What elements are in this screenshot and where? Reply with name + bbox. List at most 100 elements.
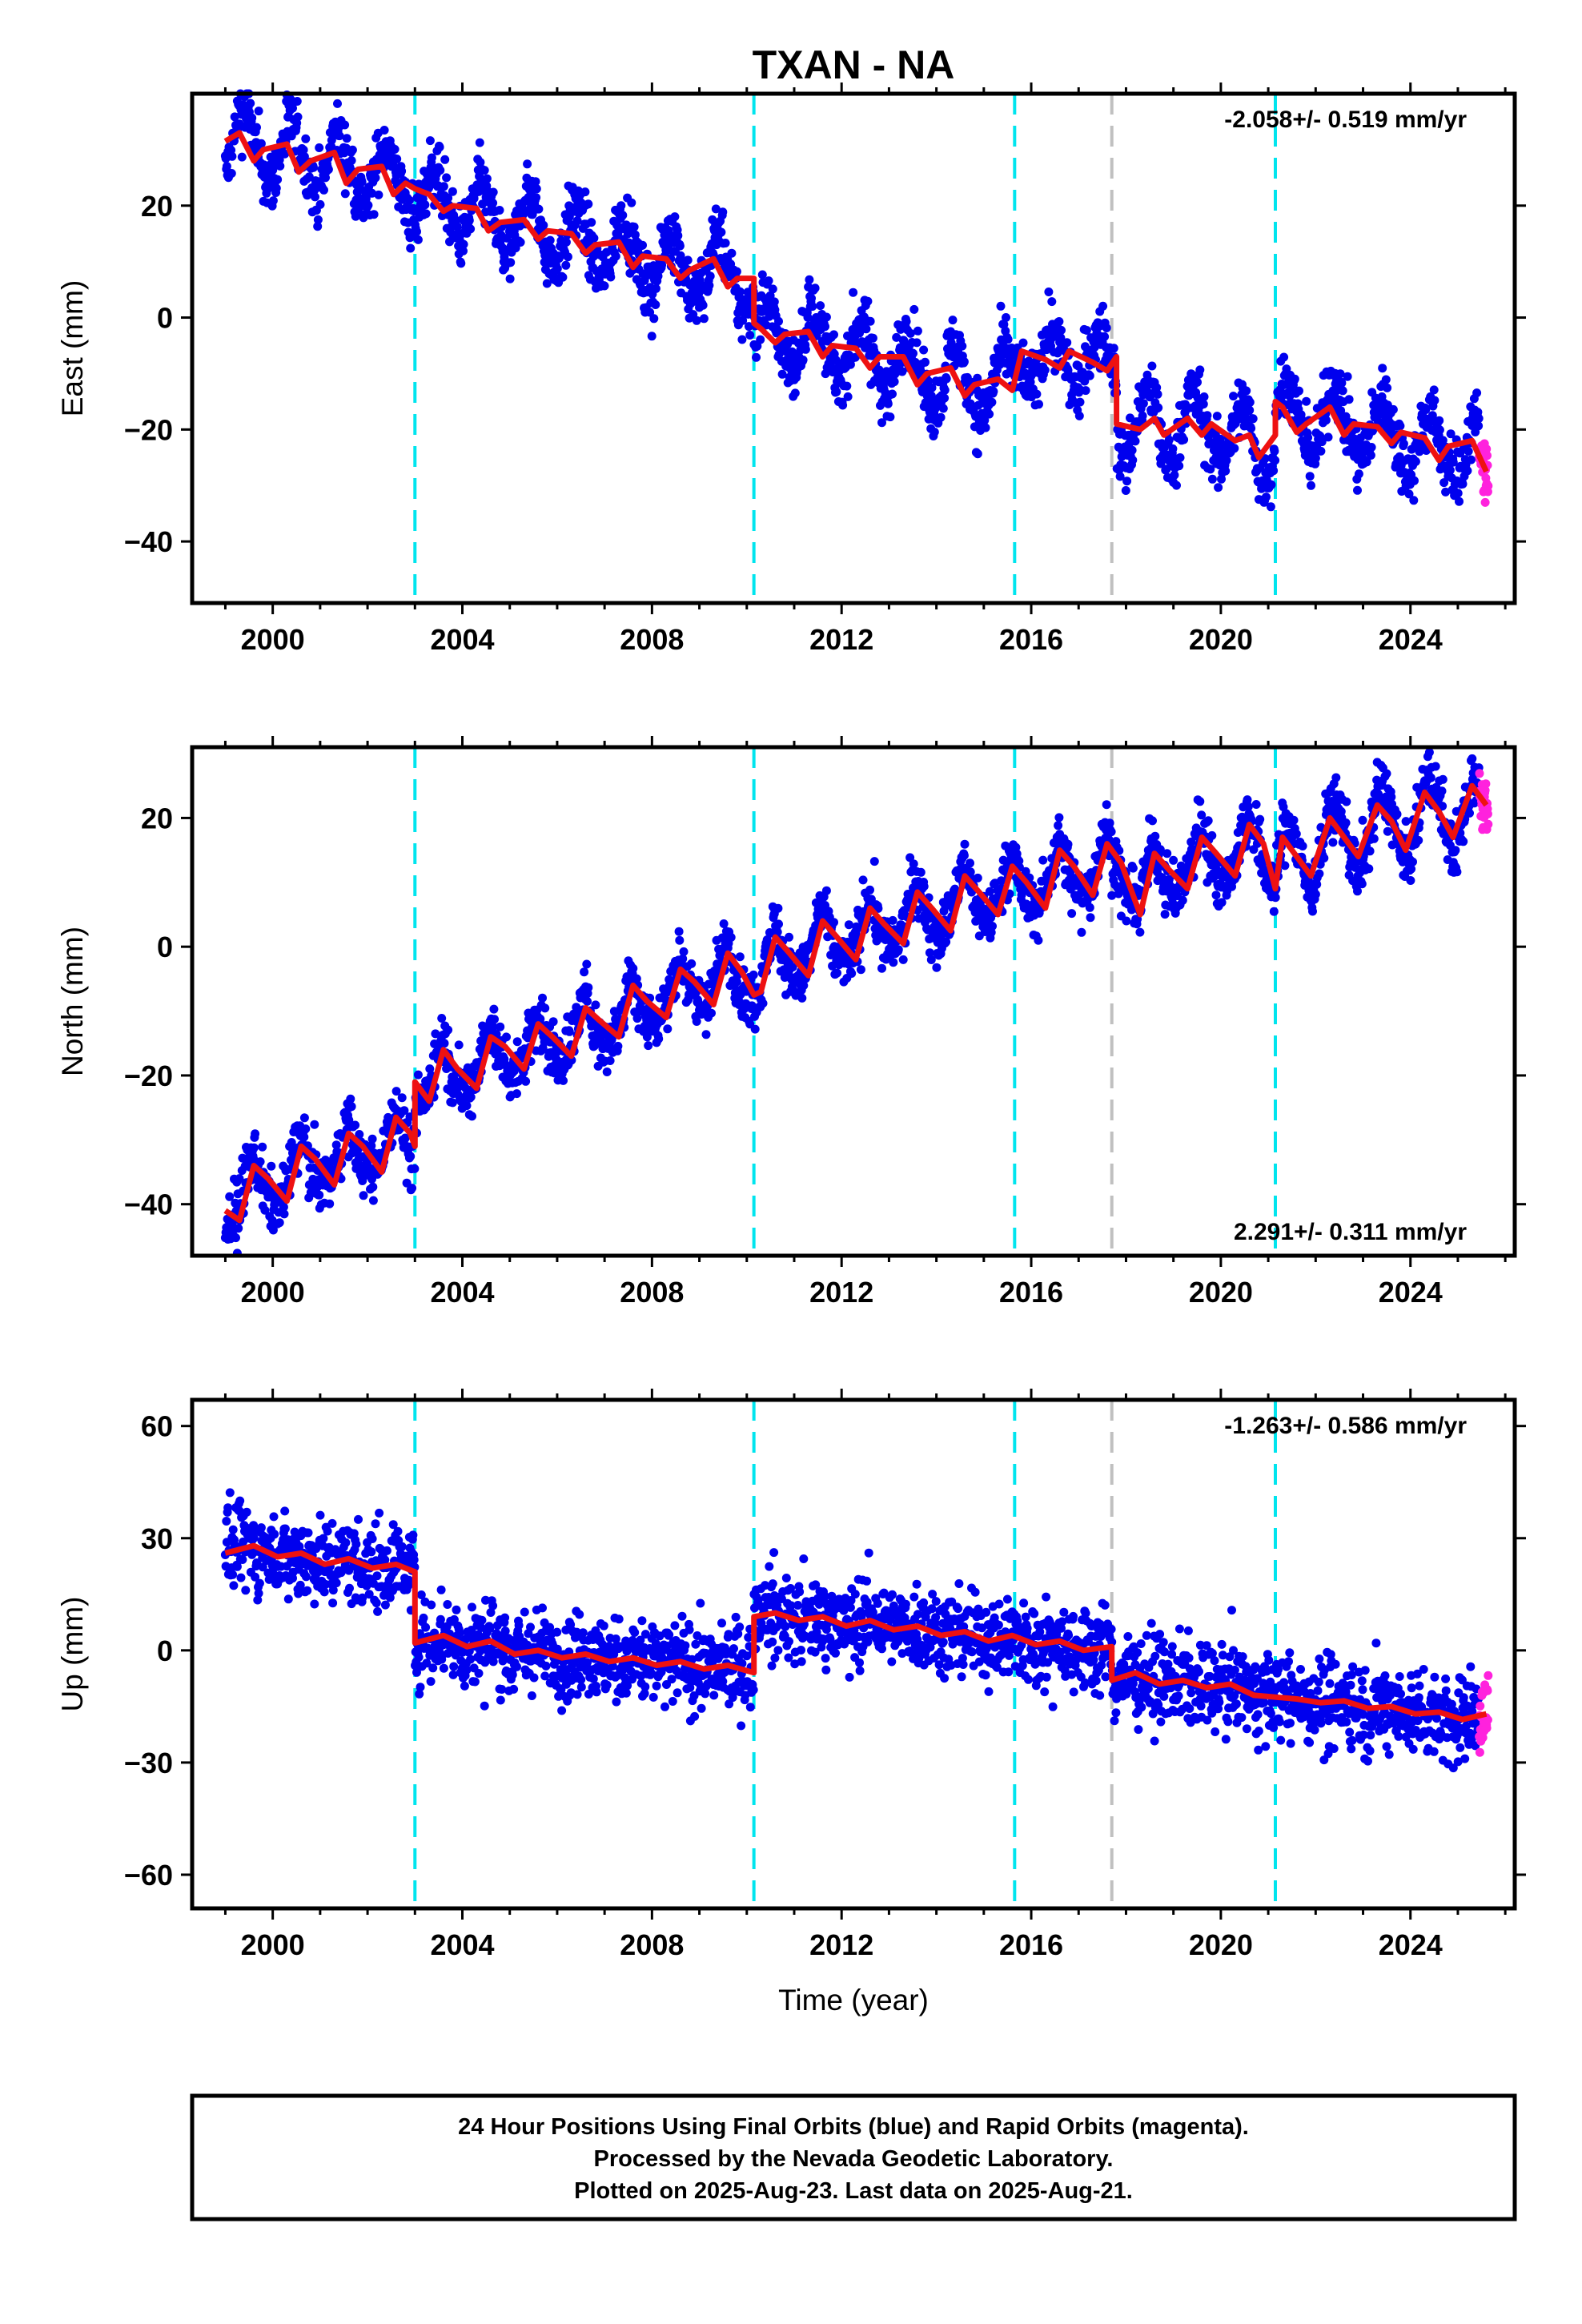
final-orbit-point — [1408, 857, 1417, 866]
final-orbit-point — [869, 857, 879, 866]
final-orbit-point — [849, 287, 858, 297]
final-orbit-point — [452, 222, 462, 231]
final-orbit-point — [909, 859, 918, 869]
final-orbit-point — [1430, 396, 1439, 405]
final-orbit-point — [442, 173, 452, 183]
final-orbit-point — [773, 903, 783, 913]
final-orbit-point — [435, 143, 444, 152]
final-orbit-point — [231, 1233, 240, 1243]
final-orbit-point — [279, 1209, 289, 1219]
final-orbit-point — [1057, 325, 1066, 335]
final-orbit-point — [679, 947, 689, 956]
final-orbit-point — [829, 918, 838, 927]
final-orbit-point — [589, 233, 599, 243]
final-orbit-point — [821, 312, 831, 322]
final-orbit-point — [315, 199, 325, 209]
final-orbit-point — [1399, 439, 1408, 448]
final-orbit-point — [1271, 456, 1280, 465]
final-orbit-point — [1401, 817, 1411, 826]
final-orbit-point — [299, 1113, 309, 1123]
final-orbit-point — [299, 1132, 309, 1142]
final-orbit-point — [1395, 421, 1405, 431]
final-orbit-point — [1178, 895, 1187, 905]
final-orbit-point — [832, 387, 841, 396]
final-orbit-point — [1388, 404, 1398, 414]
final-orbit-point — [1247, 424, 1256, 433]
final-orbit-point — [335, 131, 344, 141]
final-orbit-point — [1414, 835, 1423, 845]
final-orbit-point — [932, 963, 942, 972]
final-orbit-point — [1406, 876, 1415, 885]
final-orbit-point — [877, 963, 886, 973]
final-orbit-point — [868, 333, 877, 343]
final-orbit-point — [539, 220, 548, 230]
final-orbit-point — [1214, 483, 1223, 493]
final-orbit-point — [468, 1112, 476, 1121]
final-orbit-point — [1074, 411, 1084, 420]
final-orbit-point — [351, 1120, 360, 1130]
final-orbit-point — [580, 187, 590, 197]
final-orbit-point — [605, 1056, 615, 1065]
final-orbit-point — [1381, 375, 1391, 384]
final-orbit-point — [267, 1161, 276, 1171]
final-orbit-point — [1160, 910, 1170, 919]
final-orbit-point — [1038, 855, 1048, 865]
final-orbit-point — [1153, 389, 1162, 399]
final-orbit-point — [807, 294, 816, 303]
final-orbit-point — [798, 356, 808, 364]
final-orbit-point — [230, 112, 239, 122]
final-orbit-point — [392, 155, 402, 163]
final-orbit-point — [1378, 364, 1387, 373]
final-orbit-point — [315, 1190, 324, 1200]
final-orbit-point — [1382, 769, 1391, 778]
final-orbit-point — [268, 196, 278, 206]
final-orbit-point — [1075, 397, 1085, 407]
final-orbit-point — [1085, 371, 1094, 380]
final-orbit-point — [459, 239, 468, 249]
final-orbit-point — [1267, 480, 1276, 489]
final-orbit-point — [466, 224, 476, 234]
final-orbit-point — [959, 357, 969, 367]
final-orbit-point — [1445, 465, 1455, 475]
velocity-label: -2.058+/- 0.519 mm/yr — [1224, 107, 1467, 133]
final-orbit-point — [1172, 480, 1181, 490]
final-orbit-point — [583, 996, 592, 1006]
final-orbit-point — [436, 166, 445, 175]
final-orbit-point — [1437, 786, 1447, 796]
final-orbit-point — [858, 875, 868, 885]
rapid-orbit-point — [1480, 497, 1490, 507]
final-orbit-point — [1321, 416, 1331, 425]
final-orbit-point — [1034, 400, 1043, 409]
final-orbit-point — [559, 1076, 568, 1085]
final-orbit-point — [816, 301, 825, 311]
final-orbit-point — [940, 393, 950, 403]
final-orbit-point — [227, 151, 237, 161]
final-orbit-point — [1266, 502, 1275, 512]
final-orbit-point — [255, 1157, 265, 1167]
final-orbit-point — [408, 1184, 417, 1193]
final-orbit-point — [821, 322, 829, 332]
final-orbit-point — [249, 1143, 259, 1152]
final-orbit-point — [618, 211, 628, 220]
final-orbit-point — [616, 201, 626, 211]
final-orbit-point — [534, 204, 544, 214]
final-orbit-point — [367, 1134, 377, 1144]
final-orbit-point — [1195, 365, 1205, 375]
final-orbit-point — [719, 919, 729, 928]
final-orbit-point — [538, 993, 547, 1003]
final-orbit-point — [292, 97, 302, 106]
final-orbit-point — [1435, 416, 1444, 425]
final-orbit-point — [310, 1120, 319, 1129]
final-orbit-point — [938, 404, 948, 413]
x-tick-label: 2012 — [809, 623, 873, 656]
final-orbit-point — [251, 1129, 260, 1139]
final-orbit-point — [774, 316, 783, 326]
final-orbit-point — [584, 983, 593, 992]
final-orbit-point — [675, 241, 685, 251]
final-orbit-point — [1464, 447, 1473, 456]
final-orbit-point — [756, 335, 765, 344]
final-orbit-point — [919, 882, 929, 891]
final-orbit-point — [1044, 287, 1054, 296]
final-orbit-point — [1465, 808, 1474, 818]
